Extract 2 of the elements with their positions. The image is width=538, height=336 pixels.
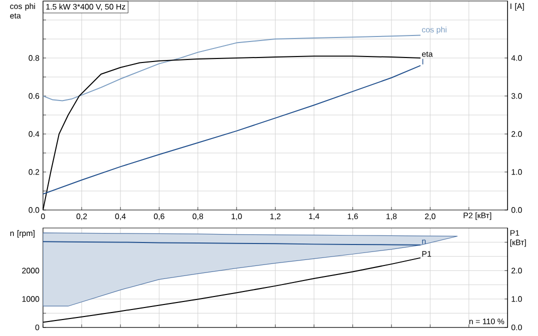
line-series <box>43 65 421 195</box>
line-series <box>43 34 421 102</box>
